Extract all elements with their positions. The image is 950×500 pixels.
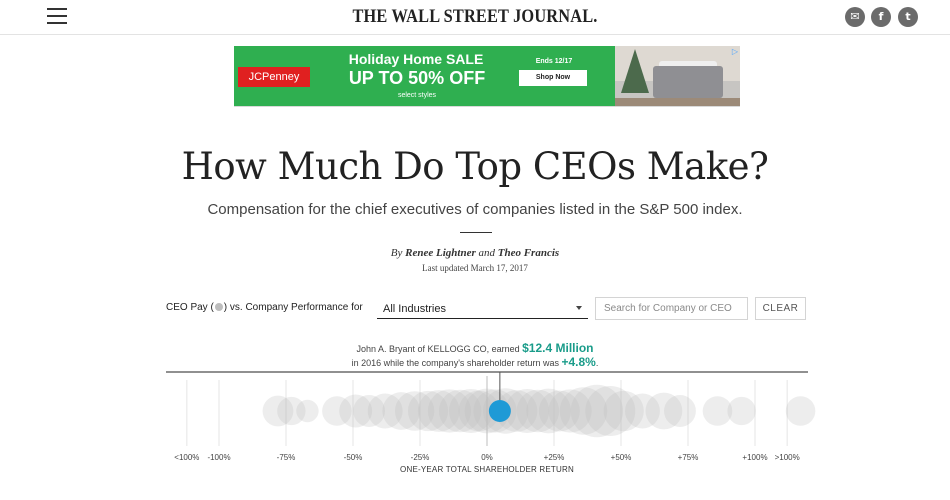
facebook-icon[interactable]: f — [871, 7, 891, 27]
highlighted-ceo-bubble[interactable] — [488, 400, 511, 422]
ceo-bubble[interactable] — [548, 389, 592, 433]
ceo-bubble[interactable] — [505, 389, 550, 433]
last-updated: Last updated March 17, 2017 — [422, 263, 528, 273]
ceo-bubble[interactable] — [585, 386, 636, 436]
tooltip-line-2: in 2016 while the company's shareholder … — [351, 355, 599, 369]
ceo-bubble[interactable] — [727, 396, 756, 426]
tooltip-return: +4.8% — [561, 355, 596, 369]
ceo-bubble[interactable] — [353, 395, 386, 427]
ad-ends: Ends 12/17 — [535, 58, 573, 65]
x-tick-label: +100% — [742, 453, 767, 462]
x-tick-label: +25% — [544, 453, 565, 462]
ceo-bubble[interactable] — [559, 387, 608, 435]
ad-subtitle: select styles — [397, 92, 437, 99]
tooltip-line-1: John A. Bryant of KELLOGG CO, earned $12… — [356, 341, 594, 355]
ad-offer: UP TO 50% OFF — [348, 68, 486, 88]
x-axis-title: ONE-YEAR TOTAL SHAREHOLDER RETURN — [400, 465, 574, 474]
advertisement-banner[interactable]: JCPenney Holiday Home SALE UP TO 50% OFF… — [234, 46, 740, 107]
ceo-bubble[interactable] — [702, 396, 733, 426]
x-tick-label: -100% — [207, 453, 230, 462]
ceo-bubble[interactable] — [367, 393, 403, 429]
ceo-bubble[interactable] — [277, 396, 306, 426]
ceo-bubble[interactable] — [438, 389, 482, 433]
x-tick-label: +75% — [678, 453, 699, 462]
ceo-bubble[interactable] — [417, 390, 460, 432]
chart-control-label: CEO Pay () vs. Company Performance for — [166, 302, 363, 313]
ceo-bubble[interactable] — [464, 388, 510, 434]
ceo-bubble[interactable] — [664, 395, 696, 427]
ceo-bubble[interactable] — [296, 399, 319, 423]
page-title: How Much Do Top CEOs Make? — [181, 145, 769, 188]
author-link[interactable]: Theo Francis — [497, 247, 560, 259]
ceo-bubble[interactable] — [603, 390, 644, 432]
bubble-legend-icon — [214, 303, 223, 311]
industry-select[interactable]: All Industries — [377, 299, 588, 319]
byline: By Renee Lightner and Theo Francis — [390, 247, 560, 259]
ceo-bubble[interactable] — [458, 390, 500, 432]
x-tick-label: >100% — [775, 453, 800, 462]
ceo-bubble[interactable] — [645, 392, 683, 430]
x-tick-label: -25% — [411, 453, 430, 462]
top-bar: THE WALL STREET JOURNAL. ✉ f t — [0, 0, 950, 35]
ceo-bubble[interactable] — [407, 390, 449, 432]
ceo-bubble[interactable] — [448, 389, 493, 433]
clear-button[interactable]: CLEAR — [755, 297, 806, 320]
ad-bedroom-photo — [615, 46, 740, 106]
x-tick-label: 0% — [481, 453, 493, 462]
chevron-down-icon — [576, 306, 582, 310]
ceo-bubble[interactable] — [339, 394, 373, 428]
ceo-bubble[interactable] — [570, 384, 624, 438]
ad-title: Holiday Home SALE — [348, 51, 484, 67]
tooltip-pay: $12.4 Million — [522, 341, 594, 355]
ad-choices-icon[interactable]: ▷ — [731, 47, 738, 56]
hamburger-menu-icon[interactable] — [47, 8, 67, 24]
page-subtitle: Compensation for the chief executives of… — [207, 201, 743, 218]
ceo-bubble[interactable] — [382, 392, 421, 430]
author-link[interactable]: Renee Lightner — [405, 247, 476, 259]
twitter-icon[interactable]: t — [898, 7, 918, 27]
ceo-bubble[interactable] — [538, 390, 580, 432]
ceo-bubble[interactable] — [427, 389, 472, 433]
masthead-logo[interactable]: THE WALL STREET JOURNAL. — [352, 6, 598, 27]
ceo-bubble[interactable] — [785, 396, 816, 426]
x-tick-label: -50% — [344, 453, 363, 462]
email-icon[interactable]: ✉ — [845, 7, 865, 27]
ceo-bubble[interactable] — [394, 391, 435, 431]
ceo-bubble[interactable] — [495, 390, 538, 432]
search-input[interactable] — [595, 297, 748, 320]
ad-brand-logo: JCPenney — [238, 67, 310, 87]
x-tick-label: <100% — [174, 453, 199, 462]
ceo-bubble[interactable] — [526, 388, 571, 434]
ceo-bubble[interactable] — [516, 389, 560, 433]
x-tick-label: +50% — [611, 453, 632, 462]
ceo-bubble[interactable] — [322, 396, 352, 426]
divider — [460, 232, 492, 233]
ceo-bubble[interactable] — [624, 393, 660, 429]
ceo-bubble[interactable] — [262, 395, 294, 427]
ad-shop-now-button[interactable]: Shop Now — [519, 70, 587, 86]
x-tick-label: -75% — [277, 453, 296, 462]
